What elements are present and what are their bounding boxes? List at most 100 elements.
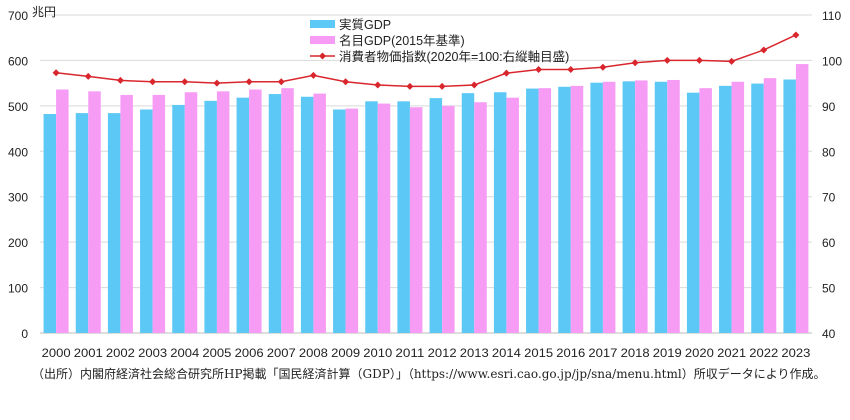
bar-real-gdp xyxy=(107,113,121,333)
x-tick-label: 2015 xyxy=(524,348,553,360)
cpi-point xyxy=(535,66,543,74)
y2-tick-label: 110 xyxy=(822,9,841,23)
bar-real-gdp xyxy=(268,94,282,333)
bar-nominal-gdp xyxy=(184,92,198,333)
bar-real-gdp xyxy=(783,79,796,333)
bar-real-gdp xyxy=(751,83,764,334)
bar-nominal-gdp xyxy=(249,89,262,333)
bar-nominal-gdp xyxy=(763,78,777,333)
x-tick-label: 2022 xyxy=(749,348,778,360)
x-tick-label: 2003 xyxy=(138,348,167,360)
y-tick-label: 700 xyxy=(8,9,28,23)
legend-label: 消費者物価指数(2020年=100:右縦軸目盛) xyxy=(339,49,569,64)
y2-tick-label: 50 xyxy=(822,282,836,296)
y2-tick-label: 70 xyxy=(822,191,836,205)
cpi-point xyxy=(149,78,157,86)
y-tick-label: 200 xyxy=(8,236,28,250)
bar-real-gdp xyxy=(461,93,475,333)
x-tick-label: 2013 xyxy=(460,348,489,360)
bar-nominal-gdp xyxy=(120,94,133,333)
bar-real-gdp xyxy=(654,81,668,333)
x-tick-label: 2006 xyxy=(235,348,264,360)
bar-nominal-gdp xyxy=(538,88,552,333)
bar-nominal-gdp xyxy=(216,91,230,333)
x-tick-label: 2011 xyxy=(395,348,424,360)
x-tick-label: 2008 xyxy=(299,348,328,360)
bar-real-gdp xyxy=(686,92,700,333)
cpi-point xyxy=(792,31,800,39)
cpi-point xyxy=(438,82,446,90)
cpi-line xyxy=(55,34,797,88)
cpi-point xyxy=(374,81,382,89)
cpi-point xyxy=(695,56,703,64)
source-footnote: （出所）内閣府経済社会総合研究所HP掲載「国民経済計算（GDP）」（https:… xyxy=(32,367,826,381)
cpi-point xyxy=(213,79,221,87)
cpi-point xyxy=(631,59,639,67)
x-tick-label: 2014 xyxy=(492,348,522,360)
x-tick-label: 2000 xyxy=(42,348,71,360)
legend-label: 名目GDP(2015年基準) xyxy=(339,33,465,48)
y-tick-label: 600 xyxy=(8,54,28,68)
x-tick-label: 2016 xyxy=(556,348,585,360)
cpi-point xyxy=(760,46,768,54)
x-tick-label: 2007 xyxy=(267,348,296,360)
x-tick-label: 2021 xyxy=(717,348,746,360)
x-tick-label: 2017 xyxy=(588,348,617,360)
bar-real-gdp xyxy=(300,96,314,334)
y-tick-label: 300 xyxy=(8,191,28,205)
cpi-point xyxy=(728,57,736,65)
x-tick-label: 2004 xyxy=(170,348,200,360)
bar-real-gdp xyxy=(204,100,217,333)
bar-nominal-gdp xyxy=(602,81,616,333)
bar-nominal-gdp xyxy=(152,94,166,333)
cpi-point xyxy=(52,69,60,77)
cpi-point xyxy=(309,71,317,79)
bar-nominal-gdp xyxy=(377,103,391,333)
cpi-point xyxy=(599,63,607,71)
x-tick-label: 2018 xyxy=(621,348,650,360)
bar-real-gdp xyxy=(590,82,603,333)
cpi-point xyxy=(245,78,253,86)
legend-label: 実質GDP xyxy=(339,17,391,32)
bar-nominal-gdp xyxy=(474,102,487,333)
legend-swatch-real-gdp xyxy=(310,20,335,28)
bar-nominal-gdp xyxy=(409,107,423,333)
bar-real-gdp xyxy=(43,114,57,333)
y2-tick-label: 40 xyxy=(822,327,836,341)
bar-real-gdp xyxy=(172,104,185,333)
cpi-point xyxy=(663,56,671,64)
legend-swatch-nominal-gdp xyxy=(310,36,335,44)
y-axis-unit: 兆円 xyxy=(32,5,56,19)
gdp-cpi-chart: 0 100 200 300 400 500 600 700 40 50 60 70 80 90 100 110… xyxy=(8,5,842,360)
bar-real-gdp xyxy=(429,98,443,334)
bar-real-gdp xyxy=(236,97,250,334)
cpi-point xyxy=(502,69,510,77)
y-tick-label: 400 xyxy=(8,145,28,159)
bar-nominal-gdp xyxy=(345,108,359,333)
x-tick-label: 2023 xyxy=(781,348,810,360)
x-tick-label: 2020 xyxy=(685,348,714,360)
bar-nominal-gdp xyxy=(570,85,584,334)
cpi-point xyxy=(567,66,575,74)
cpi-point xyxy=(181,78,189,86)
bar-real-gdp xyxy=(558,86,571,333)
cpi-point xyxy=(277,78,285,86)
y-tick-label: 0 xyxy=(21,327,28,341)
bar-real-gdp xyxy=(526,88,539,333)
bar-real-gdp xyxy=(365,101,378,333)
bar-nominal-gdp xyxy=(281,88,294,333)
bar-nominal-gdp xyxy=(56,89,69,333)
bar-real-gdp xyxy=(493,92,507,333)
bar-real-gdp xyxy=(75,113,89,333)
cpi-point xyxy=(342,78,350,86)
bar-nominal-gdp xyxy=(667,79,680,333)
y2-tick-label: 90 xyxy=(822,100,836,114)
bar-nominal-gdp xyxy=(506,97,519,334)
y-tick-label: 100 xyxy=(8,282,28,296)
x-tick-label: 2002 xyxy=(106,348,135,360)
bar-nominal-gdp xyxy=(699,88,712,333)
x-tick-label: 2005 xyxy=(202,348,231,360)
x-tick-label: 2009 xyxy=(331,348,360,360)
y2-tick-label: 60 xyxy=(822,236,836,250)
bar-nominal-gdp xyxy=(635,80,648,333)
